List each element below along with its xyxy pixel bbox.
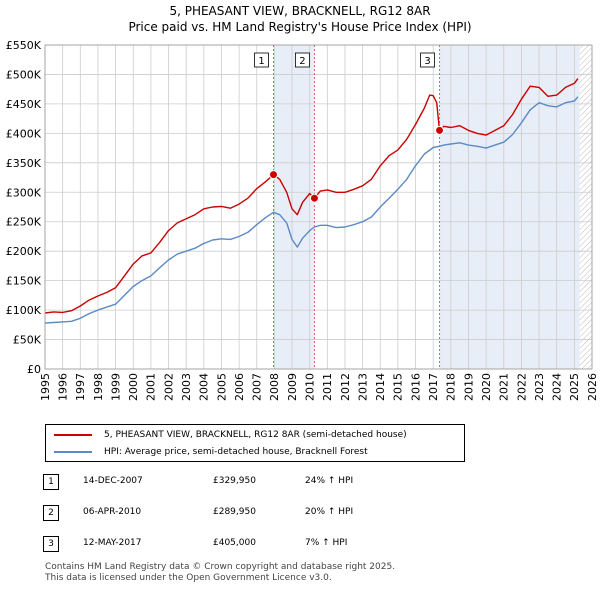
x-tick-label: 2025 (568, 373, 581, 401)
x-tick-label: 1999 (109, 373, 122, 401)
marker-label-box (254, 52, 269, 68)
sale-point (435, 125, 445, 135)
x-tick-label: 1996 (56, 373, 69, 401)
x-tick-label: 2016 (409, 373, 422, 401)
transaction-price: £289,950 (213, 507, 256, 517)
y-tick-label: £0 (27, 363, 41, 376)
transaction-number: 3 (43, 536, 59, 552)
x-tick-label: 2008 (268, 373, 281, 401)
x-tick-label: 2022 (515, 373, 528, 401)
x-tick-label: 1995 (39, 373, 52, 401)
transaction-hpi-change: 7% ↑ HPI (305, 538, 348, 548)
x-tick-label: 2005 (215, 373, 228, 401)
sale-point (309, 193, 319, 203)
x-tick-label: 2013 (356, 373, 369, 401)
transaction-price: £329,950 (213, 476, 256, 486)
y-tick-label: £400K (6, 127, 42, 140)
hpi-line (44, 96, 579, 324)
transaction-price: £405,000 (213, 538, 256, 548)
future-hatch (579, 45, 592, 369)
x-tick-label: 2012 (339, 373, 352, 401)
legend-swatch-hpi (54, 451, 92, 453)
x-tick-label: 2010 (304, 373, 317, 401)
y-tick-label: £450K (6, 98, 42, 111)
x-tick-label: 2004 (198, 373, 211, 401)
property-price-line (44, 78, 579, 314)
transaction-date: 12-MAY-2017 (83, 538, 142, 548)
chart-subtitle: Price paid vs. HM Land Registry's House … (128, 20, 472, 34)
shaded-period (273, 45, 315, 369)
legend: 5, PHEASANT VIEW, BRACKNELL, RG12 8AR (s… (45, 424, 465, 462)
y-tick-label: £150K (6, 275, 42, 288)
x-tick-label: 2000 (127, 373, 140, 401)
legend-swatch-property (54, 434, 92, 436)
chart-title: 5, PHEASANT VIEW, BRACKNELL, RG12 8AR (169, 4, 431, 18)
sale-point (269, 170, 279, 180)
x-tick-label: 2020 (480, 373, 493, 401)
footer-copyright: Contains HM Land Registry data © Crown c… (45, 562, 396, 572)
x-tick-label: 2002 (162, 373, 175, 401)
x-tick-label: 2006 (233, 373, 246, 401)
transaction-number: 1 (43, 474, 59, 490)
x-tick-label: 2015 (392, 373, 405, 401)
y-tick-label: £100K (6, 304, 42, 317)
x-tick-label: 2017 (427, 373, 440, 401)
shaded-period (439, 45, 580, 369)
x-tick-label: 2009 (286, 373, 299, 401)
x-tick-label: 2018 (445, 373, 458, 401)
marker-label: 3 (424, 56, 430, 67)
plot-frame (44, 44, 593, 370)
y-tick-label: £50K (13, 334, 42, 347)
y-tick-label: £550K (6, 39, 42, 52)
transaction-hpi-change: 24% ↑ HPI (305, 476, 354, 486)
legend-item-hpi: HPI: Average price, semi-detached house,… (54, 444, 368, 460)
price-chart: £0 £50K £100K £150K £200K £250K £300K £350K £400… (6, 39, 599, 401)
y-tick-label: £250K (6, 216, 42, 229)
x-tick-label: 2011 (321, 373, 334, 401)
footer-licence: This data is licensed under the Open Gov… (45, 573, 332, 583)
transaction-date: 14-DEC-2007 (83, 476, 143, 486)
x-tick-label: 2003 (180, 373, 193, 401)
legend-label-hpi: HPI: Average price, semi-detached house,… (104, 447, 368, 457)
x-tick-label: 2007 (251, 373, 264, 401)
y-tick-label: £350K (6, 157, 42, 170)
x-tick-label: 2014 (374, 373, 387, 401)
x-tick-label: 2001 (145, 373, 158, 401)
x-tick-label: 2026 (586, 373, 599, 401)
x-tick-label: 2021 (498, 373, 511, 401)
marker-label: 1 (258, 56, 264, 67)
y-tick-label: £300K (6, 186, 42, 199)
transaction-hpi-change: 20% ↑ HPI (305, 507, 354, 517)
legend-item-property: 5, PHEASANT VIEW, BRACKNELL, RG12 8AR (s… (54, 427, 407, 443)
x-tick-label: 2019 (462, 373, 475, 401)
transaction-number: 2 (43, 505, 59, 521)
marker-label: 2 (299, 56, 305, 67)
y-tick-label: £500K (6, 68, 42, 81)
x-tick-label: 1997 (74, 373, 87, 401)
legend-label-property: 5, PHEASANT VIEW, BRACKNELL, RG12 8AR (s… (104, 430, 407, 440)
y-tick-label: £200K (6, 245, 42, 258)
x-tick-label: 2023 (533, 373, 546, 401)
x-tick-label: 1998 (92, 373, 105, 401)
transaction-date: 06-APR-2010 (83, 507, 142, 517)
marker-label-box (420, 52, 435, 68)
x-tick-label: 2024 (551, 373, 564, 401)
marker-label-box (295, 52, 310, 68)
